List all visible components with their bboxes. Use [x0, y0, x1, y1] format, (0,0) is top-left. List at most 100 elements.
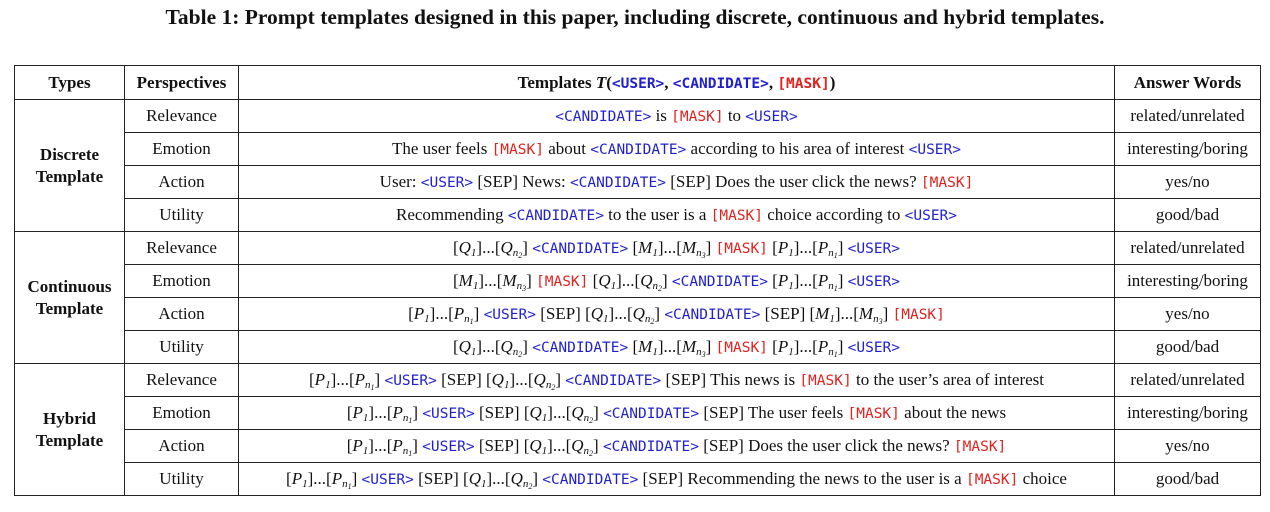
- prompt-templates-table: Types Perspectives Templates T(<USER>, <…: [14, 65, 1261, 496]
- virtual-token-subscript-n: n: [644, 313, 651, 325]
- user-token: <USER>: [384, 373, 437, 389]
- virtual-token-subscript: n1: [403, 412, 413, 425]
- virtual-token-letter: M: [815, 304, 830, 323]
- virtual-token-letter: Q: [491, 370, 504, 389]
- virtual-token: [Pn1]: [448, 304, 480, 326]
- virtual-token: [Q1]: [523, 403, 553, 424]
- virtual-token: [M1]: [632, 337, 664, 358]
- template-text: ...: [840, 304, 854, 323]
- virtual-token-subscript: 1: [362, 445, 369, 457]
- template-text: ...: [621, 271, 635, 290]
- template-text: ...: [799, 271, 813, 290]
- virtual-token-subscript: n3: [517, 280, 527, 293]
- template-text: [SEP]: [760, 304, 810, 323]
- virtual-token-subscript: 1: [541, 412, 548, 424]
- virtual-token-subscript-n: n: [873, 313, 879, 325]
- virtual-token-subscript-n: n: [828, 247, 834, 259]
- template-cell: Recommending <CANDIDATE> to the user is …: [238, 198, 1115, 232]
- virtual-token-subscript: 1: [470, 247, 477, 259]
- virtual-token: [Q1]: [523, 436, 553, 457]
- virtual-token-subscript: n2: [584, 412, 594, 425]
- virtual-token: [Mn3]: [853, 304, 889, 326]
- virtual-token-letter: M: [638, 238, 653, 257]
- virtual-token-subscript: n2: [513, 247, 523, 260]
- virtual-token-subscript-index: 2: [518, 251, 523, 260]
- mask-token: [MASK]: [710, 208, 764, 224]
- virtual-token-subscript-index: 1: [408, 449, 413, 458]
- template-text: ...: [483, 271, 497, 290]
- virtual-token-letter: P: [392, 403, 403, 422]
- virtual-token-subscript-index: 2: [518, 350, 523, 359]
- answer-words-cell: interesting/boring: [1114, 132, 1261, 166]
- virtual-token: [P1]: [309, 370, 337, 391]
- virtual-token-subscript-index: 1: [408, 416, 413, 425]
- template-text: ...: [614, 304, 627, 323]
- virtual-token-letter: P: [314, 370, 326, 389]
- virtual-token-letter: P: [392, 436, 403, 455]
- virtual-token: [Pn1]: [386, 403, 419, 425]
- user-token: <USER>: [908, 142, 961, 158]
- virtual-token-subscript: 1: [788, 280, 794, 292]
- virtual-token-letter: P: [354, 370, 366, 389]
- virtual-token-letter: P: [331, 469, 343, 488]
- answer-words-cell: related/unrelated: [1114, 363, 1261, 397]
- virtual-token-letter: Q: [571, 436, 584, 455]
- mask-token: [MASK]: [965, 472, 1019, 488]
- virtual-token-letter: P: [352, 403, 363, 422]
- candidate-token: <CANDIDATE>: [555, 109, 652, 125]
- header-close-paren: ): [829, 72, 836, 92]
- answer-words-cell: yes/no: [1114, 429, 1261, 463]
- template-text: Recommending: [395, 205, 508, 224]
- template-text: ...: [492, 469, 505, 488]
- virtual-token: [Qn2]: [565, 403, 599, 425]
- mask-token: [MASK]: [715, 241, 768, 257]
- virtual-token-letter: M: [502, 271, 517, 290]
- virtual-token-subscript: n1: [828, 346, 838, 359]
- answer-words-cell: good/bad: [1114, 330, 1261, 364]
- user-token: <USER>: [361, 472, 414, 488]
- virtual-token-subscript: n1: [464, 313, 474, 326]
- virtual-token: [P1]: [772, 337, 800, 358]
- template-text: ...: [663, 238, 677, 257]
- candidate-token: <CANDIDATE>: [532, 340, 629, 356]
- mask-token: [MASK]: [953, 439, 1007, 455]
- virtual-token: [Qn2]: [494, 238, 528, 260]
- type-cell: Discrete Template: [14, 99, 125, 232]
- template-text: [SEP] This news is: [661, 370, 800, 389]
- virtual-token-subscript: 1: [424, 313, 430, 325]
- virtual-token-subscript: 1: [302, 478, 308, 490]
- virtual-token-subscript-n: n: [342, 478, 348, 490]
- virtual-token-subscript-index: 3: [522, 284, 527, 293]
- template-text: [SEP] Does the user click the news?: [698, 436, 954, 455]
- template-text: ...: [435, 304, 449, 323]
- mask-token: [MASK]: [536, 274, 589, 290]
- header-types: Types: [14, 65, 125, 100]
- candidate-token: <CANDIDATE>: [532, 241, 629, 257]
- template-text: [SEP]: [474, 436, 524, 455]
- template-text: to: [723, 106, 746, 125]
- virtual-token-subscript-index: 3: [878, 317, 883, 326]
- virtual-token: [Q1]: [585, 304, 615, 325]
- candidate-token: <CANDIDATE>: [542, 472, 639, 488]
- virtual-token-subscript-n: n: [464, 313, 470, 325]
- virtual-token-subscript: n1: [403, 445, 413, 458]
- type-label-line-2: Template: [35, 298, 104, 318]
- virtual-token-subscript-n: n: [652, 280, 658, 292]
- perspective-cell: Emotion: [124, 132, 239, 166]
- answer-words-cell: yes/no: [1114, 297, 1261, 331]
- virtual-token-subscript: n2: [652, 280, 662, 293]
- virtual-token-subscript-index: 3: [701, 350, 706, 359]
- candidate-token: <CANDIDATE>: [602, 439, 699, 455]
- template-text: [588, 271, 592, 290]
- user-token: <USER>: [745, 109, 798, 125]
- template-cell: [P1]...[Pn1] <USER> [SEP] [Q1]...[Qn2] <…: [238, 429, 1115, 463]
- table-row: Action [P1]...[Pn1] <USER> [SEP] [Q1]...[…: [15, 429, 1261, 463]
- template-text: [SEP]: [535, 304, 586, 323]
- user-token: <USER>: [483, 307, 536, 323]
- candidate-token: <CANDIDATE>: [603, 406, 700, 422]
- table-row: Continuous Template Relevance [Q1]...[Qn2] …: [14, 231, 1261, 364]
- table-row: Emotion The user feels [MASK] about <CAND…: [15, 132, 1261, 166]
- candidate-token: <CANDIDATE>: [671, 274, 768, 290]
- perspective-cell: Relevance: [124, 99, 239, 133]
- template-cell: [P1]...[Pn1] <USER> [SEP] [Q1]...[Qn2] <…: [238, 396, 1115, 430]
